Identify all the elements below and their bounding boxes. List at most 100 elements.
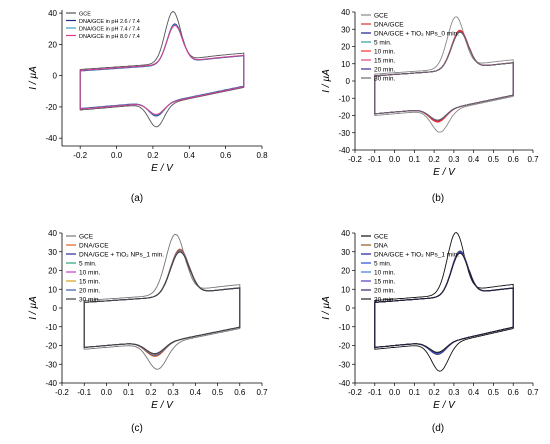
cv-curve-7: [374, 252, 514, 354]
y-tick-label: -20: [338, 342, 350, 351]
y-axis-label: I / µA: [28, 66, 39, 90]
legend-entry: 20 min.: [374, 67, 396, 74]
y-tick-label: -30: [338, 360, 350, 369]
chart-panel-1: -0.2 0.0 0.2 0.4 0.6 0.8 -40 -20 0 20 40 E / V I / µ…: [28, 9, 268, 204]
x-tick-label: -0.1: [368, 155, 382, 164]
x-tick-label: 0.6: [508, 388, 520, 397]
y-tick-label: -40: [45, 134, 57, 143]
x-tick-label: 0.2: [429, 155, 441, 164]
y-tick-label: 40: [48, 9, 57, 18]
cv-curve-6: [374, 31, 514, 122]
legend-entry: GCE: [79, 12, 91, 18]
x-tick-label: 0.2: [145, 388, 157, 397]
legend-entry: 15 min.: [79, 279, 101, 286]
legend-entry: 10 min.: [374, 270, 396, 277]
x-tick-label: 0.4: [184, 151, 196, 160]
x-tick-label: 0.4: [468, 388, 480, 397]
cv-curve-2: [374, 250, 514, 356]
cv-curve-1: [374, 231, 514, 372]
y-axis-label: I / µA: [321, 296, 332, 320]
legend-entry: 15 min.: [374, 58, 396, 65]
legend-entry: GCE: [374, 234, 389, 241]
legend-entry: DNA: [374, 243, 388, 250]
panel-caption: (a): [131, 193, 143, 204]
y-tick-label: 20: [48, 267, 57, 276]
cv-curve-4: [374, 31, 514, 121]
y-tick-label: -20: [45, 342, 57, 351]
x-tick-label: 0.8: [256, 151, 268, 160]
cv-curve-8: [83, 251, 241, 355]
x-tick-label: 0.3: [168, 388, 180, 397]
x-tick-label: 0.5: [488, 388, 500, 397]
y-tick-label: -10: [45, 323, 57, 332]
x-tick-label: 0.2: [147, 151, 159, 160]
x-tick-label: 0.0: [111, 151, 123, 160]
panel-caption: (d): [432, 423, 444, 434]
x-axis-label: E / V: [433, 400, 456, 411]
y-tick-label: -30: [338, 129, 350, 138]
legend-entry: 20 min.: [79, 288, 101, 295]
y-tick-label: -40: [45, 379, 57, 388]
x-tick-label: 0.0: [389, 388, 401, 397]
x-tick-label: -0.1: [77, 388, 91, 397]
y-tick-label: 20: [341, 267, 350, 276]
y-tick-label: 30: [341, 25, 350, 34]
legend-entry: GCE: [374, 13, 389, 20]
y-tick-label: -40: [338, 146, 350, 155]
y-tick-label: 20: [341, 43, 350, 52]
x-tick-label: -0.2: [348, 388, 362, 397]
x-tick-label: 0.1: [123, 388, 135, 397]
cv-curve-1: [83, 233, 241, 370]
x-tick-label: 0.7: [256, 388, 268, 397]
chart-panel-4: -0.2 -0.1 0.0 0.1 0.2 0.3 0.4 0.5 0.6 0.7 -40 -30 -2…: [321, 229, 539, 434]
cv-curve-3: [374, 250, 514, 355]
x-tick-label: 0.6: [220, 151, 232, 160]
cv-curve-8: [374, 252, 514, 353]
legend-entry: 15 min.: [374, 279, 396, 286]
x-tick-label: 0.1: [409, 155, 421, 164]
legend-entry: DNA/GCE: [374, 22, 404, 29]
x-tick-label: 0.6: [508, 155, 520, 164]
legend-entry: GCE: [79, 234, 94, 241]
x-tick-label: 0.5: [212, 388, 224, 397]
x-tick-label: 0.7: [527, 155, 539, 164]
x-axis-label: E / V: [433, 167, 456, 178]
y-tick-label: 0: [53, 72, 58, 81]
x-tick-label: 0.0: [389, 155, 401, 164]
x-tick-label: 0.2: [429, 388, 441, 397]
x-tick-label: 0.3: [448, 155, 460, 164]
y-tick-label: -20: [338, 112, 350, 121]
y-tick-label: -20: [45, 103, 57, 112]
y-tick-label: -40: [338, 379, 350, 388]
legend-entry: 10 min.: [374, 49, 396, 56]
cv-curve-5: [374, 30, 514, 122]
cv-curve-7: [374, 31, 514, 121]
x-tick-label: 0.3: [448, 388, 460, 397]
chart-panel-3: -0.2 -0.1 0.0 0.1 0.2 0.3 0.4 0.5 0.6 0.7 -40 -30 -2…: [28, 229, 268, 434]
y-tick-label: 40: [341, 8, 350, 17]
legend-entry: 30 min.: [374, 76, 396, 83]
x-tick-label: 0.7: [527, 388, 539, 397]
x-tick-label: 0.0: [101, 388, 113, 397]
y-axis-label: I / µA: [28, 296, 39, 320]
y-tick-label: 30: [48, 248, 57, 257]
y-tick-label: 10: [341, 285, 350, 294]
y-tick-label: 30: [341, 248, 350, 257]
legend-entry: 30 min.: [79, 297, 101, 304]
x-axis-label: E / V: [151, 163, 174, 174]
panel-caption: (b): [432, 193, 444, 204]
y-tick-label: 40: [341, 229, 350, 238]
y-tick-label: -10: [338, 323, 350, 332]
legend-entry: DNA/GCE in pH 2.6 / 7.4: [79, 19, 140, 25]
cv-curve-3: [83, 249, 241, 357]
x-tick-label: -0.1: [368, 388, 382, 397]
x-tick-label: -0.2: [55, 388, 69, 397]
y-tick-label: 0: [346, 77, 351, 86]
legend-entry: DNA/GCE + TiO₂ NPs_1 min.: [374, 252, 459, 259]
cv-curve-1: [374, 16, 514, 133]
cv-curve-2: [83, 248, 241, 357]
legend-entry: DNA/GCE + TiO₂ NPs_0 min.: [374, 31, 459, 38]
y-tick-label: 10: [341, 60, 350, 69]
legend-entry: DNA/GCE + TiO₂ NPs_1 min.: [79, 252, 164, 259]
